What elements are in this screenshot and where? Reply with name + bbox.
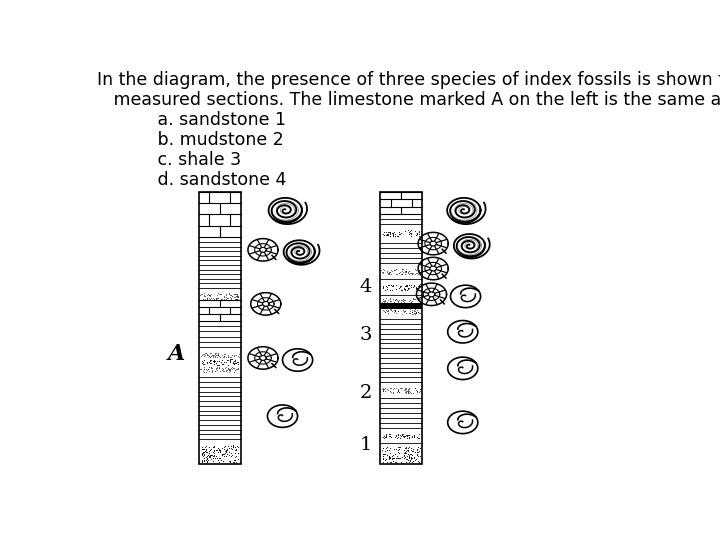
Bar [380, 292, 422, 298]
Bar [380, 192, 422, 214]
Text: 4: 4 [359, 278, 372, 296]
Text: c. shale 3: c. shale 3 [96, 151, 240, 169]
Bar [380, 238, 422, 268]
Text: d. sandstone 4: d. sandstone 4 [96, 171, 286, 189]
Bar [199, 293, 240, 300]
Bar [380, 298, 422, 303]
Text: 1: 1 [359, 436, 372, 454]
Bar [199, 300, 240, 321]
Bar [380, 303, 422, 309]
Text: a. sandstone 1: a. sandstone 1 [96, 111, 286, 129]
Bar [380, 440, 422, 445]
Bar [199, 192, 240, 464]
Bar [199, 444, 240, 464]
Bar [199, 353, 240, 358]
Text: A: A [168, 343, 185, 365]
Bar [380, 268, 422, 275]
Bar [380, 229, 422, 238]
Bar [380, 393, 422, 433]
Bar [199, 321, 240, 353]
Bar [380, 387, 422, 393]
Bar [199, 358, 240, 366]
Bar [380, 283, 422, 292]
Bar [380, 446, 422, 464]
Text: 2: 2 [359, 384, 372, 402]
Bar [380, 214, 422, 229]
Bar [380, 192, 422, 464]
Bar [199, 238, 240, 293]
Text: 3: 3 [359, 326, 372, 344]
Bar [380, 275, 422, 283]
Bar [380, 309, 422, 314]
Text: measured sections. The limestone marked A on the left is the same age as: measured sections. The limestone marked … [96, 91, 720, 109]
Bar [199, 192, 240, 238]
Bar [380, 433, 422, 440]
Bar [199, 366, 240, 373]
Bar [199, 373, 240, 444]
Text: In the diagram, the presence of three species of index fossils is shown for two: In the diagram, the presence of three sp… [96, 71, 720, 89]
Text: b. mudstone 2: b. mudstone 2 [96, 131, 284, 149]
Bar [380, 314, 422, 387]
